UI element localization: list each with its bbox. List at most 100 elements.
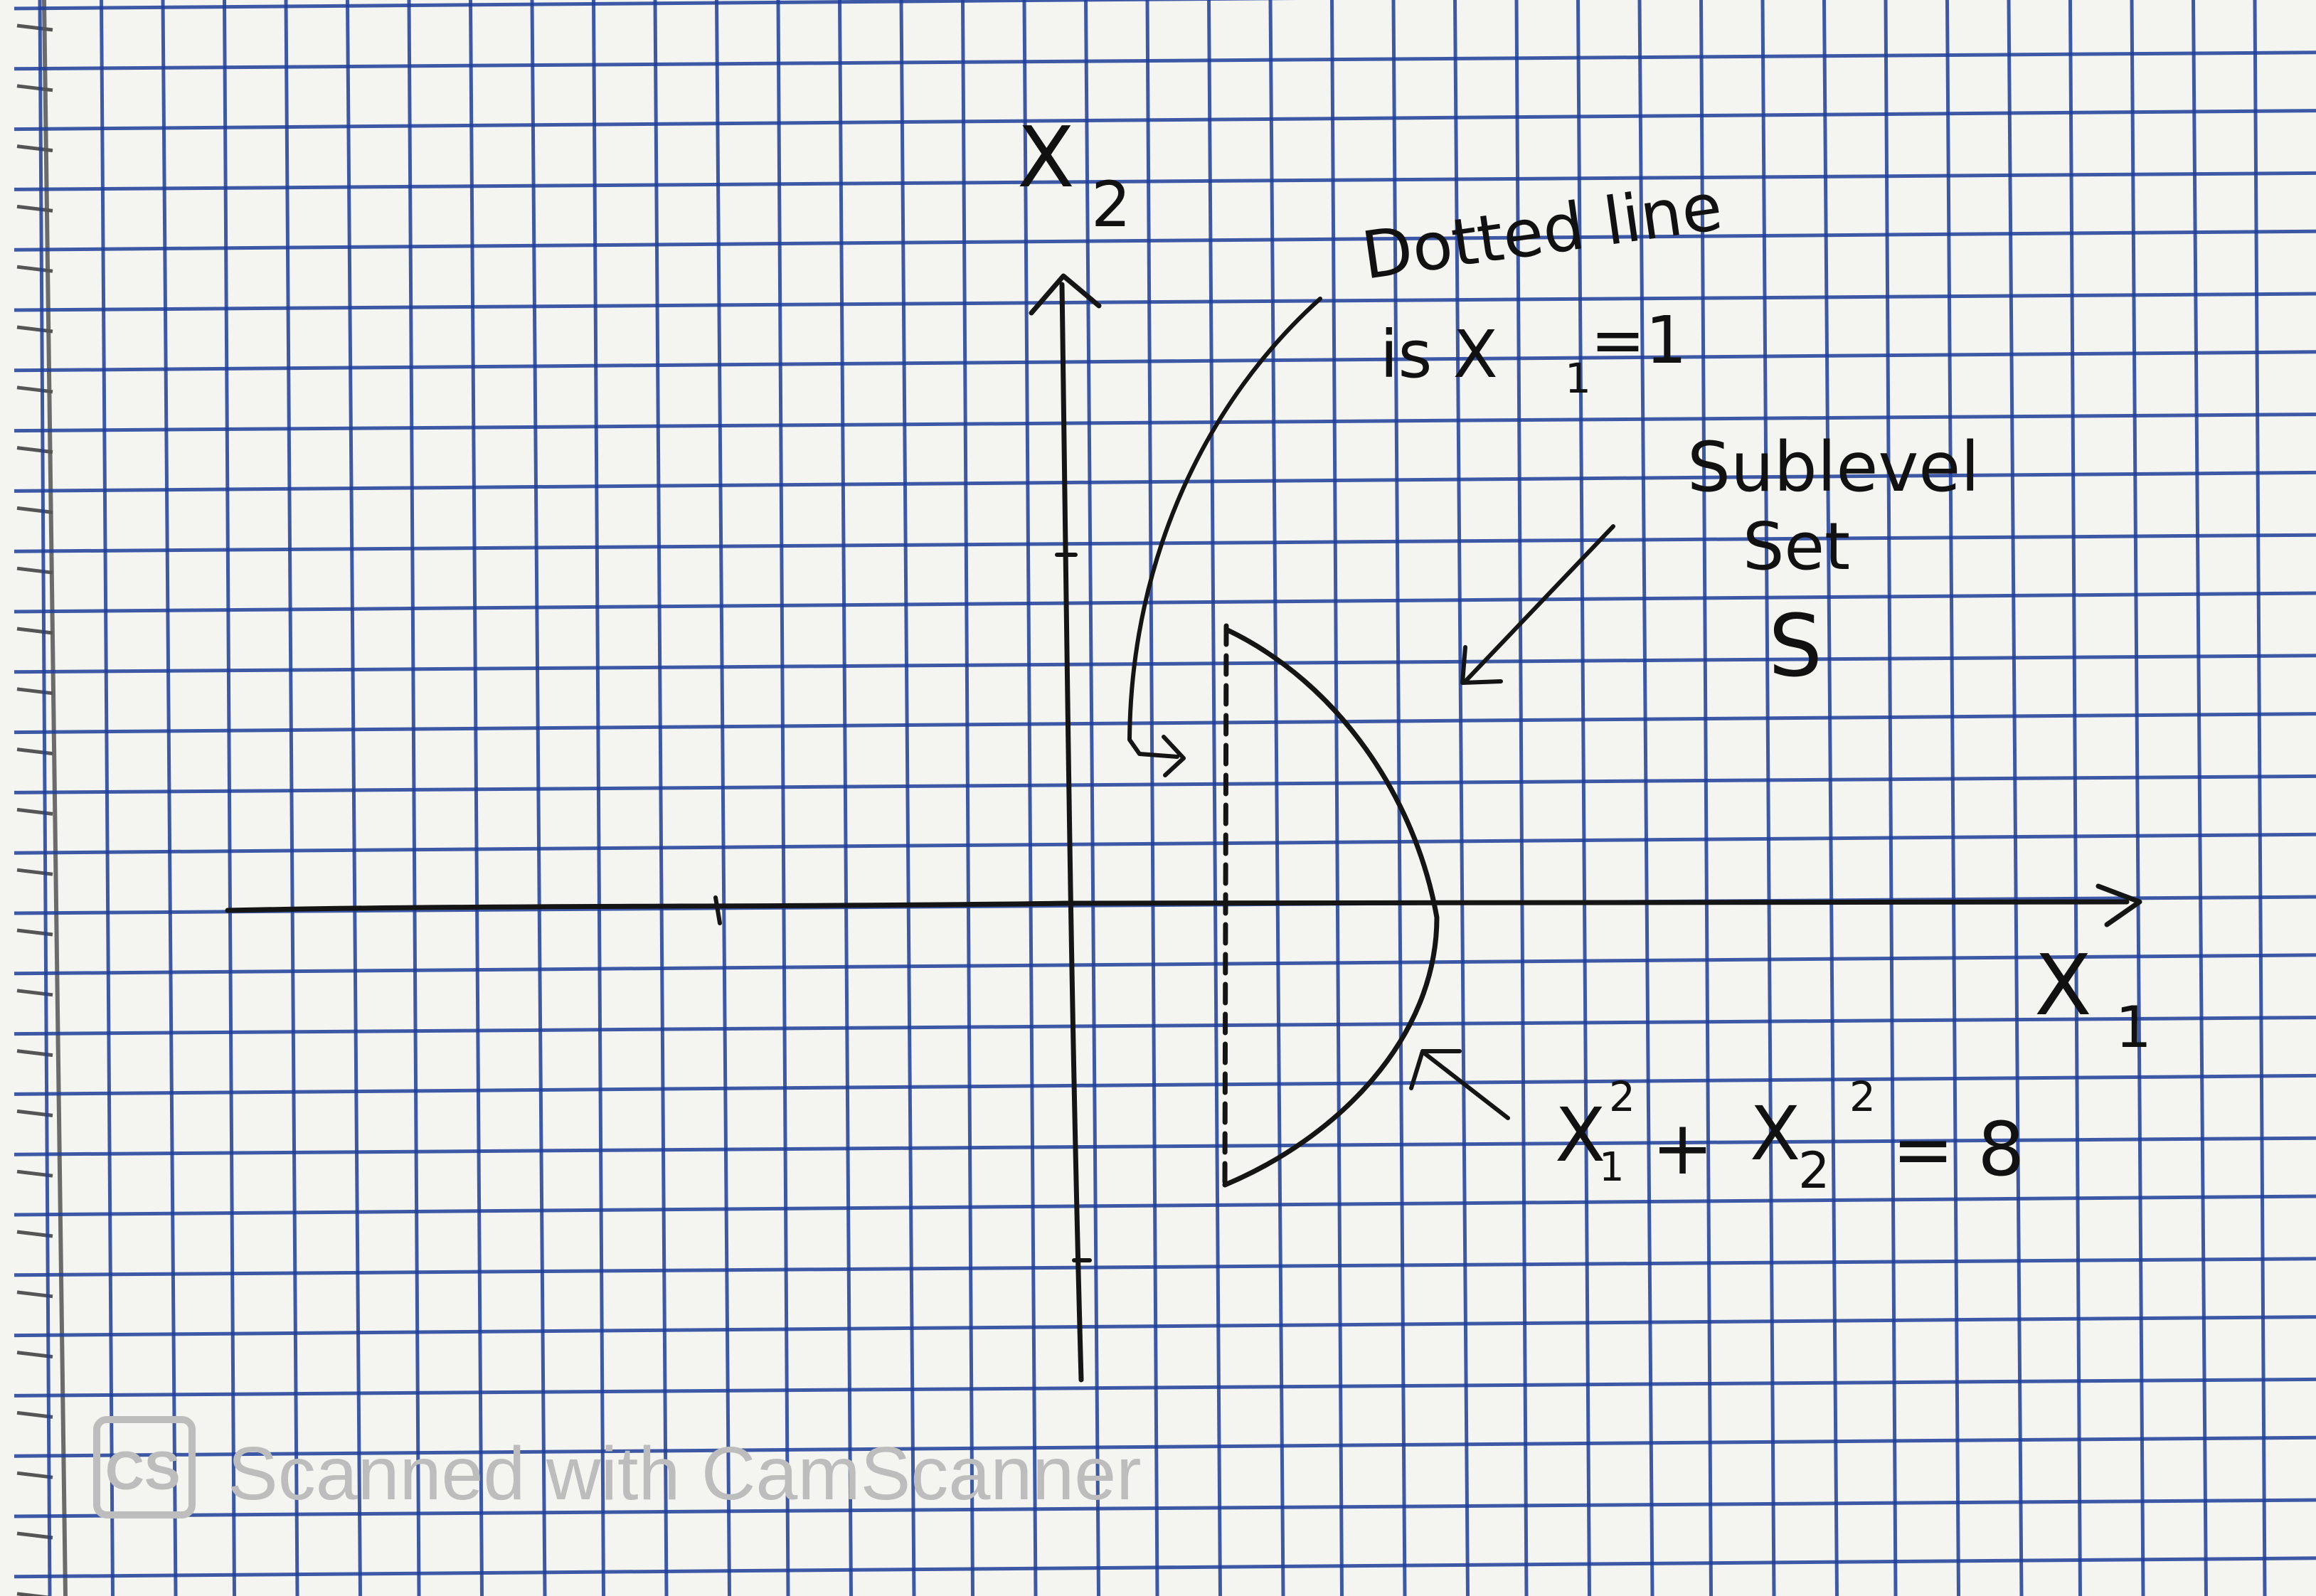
dotted-line-note-eq: =1 bbox=[1590, 302, 1687, 378]
annotation-arrows bbox=[1127, 297, 1615, 1120]
grid-vertical-line bbox=[100, 0, 115, 1596]
sublevel-label-line1: Sublevel bbox=[1687, 427, 1980, 507]
grid-horizontal-line bbox=[14, 350, 2316, 373]
binding-tick-mark bbox=[16, 1531, 53, 1540]
x1-tick-mark bbox=[713, 895, 722, 925]
camscanner-watermark-text: Scanned with CamScanner bbox=[228, 1432, 1141, 1516]
dotted-line-note-line2: is X bbox=[1380, 316, 1498, 393]
grid-vertical-line bbox=[1576, 0, 1591, 1596]
circle-arc-boundary bbox=[1222, 627, 1440, 1188]
dotted-line-pointer-arrowhead bbox=[1162, 735, 1186, 777]
grid-vertical-line bbox=[38, 0, 52, 1596]
grid-horizontal-line bbox=[14, 470, 2316, 493]
dotted-line-note-sub: 1 bbox=[1565, 354, 1591, 403]
grid-vertical-line bbox=[1084, 0, 1100, 1596]
grid-horizontal-line bbox=[14, 0, 1298, 11]
sublevel-label-line3: S bbox=[1768, 597, 1822, 696]
x2-axis-label: X bbox=[1017, 108, 1075, 206]
grid-vertical-line bbox=[2253, 0, 2267, 1596]
binding-tick-mark bbox=[16, 84, 53, 92]
x1-axis-arrowhead bbox=[2095, 883, 2142, 927]
axes bbox=[225, 273, 2142, 1383]
grid-vertical-line bbox=[2192, 0, 2208, 1596]
grid-vertical-line bbox=[223, 0, 236, 1596]
grid-horizontal-line bbox=[14, 1073, 2316, 1096]
grid-vertical-line bbox=[161, 0, 178, 1596]
grid-horizontal-line bbox=[14, 774, 2316, 794]
grid-horizontal-line bbox=[14, 591, 2316, 614]
grid-vertical-line bbox=[407, 0, 421, 1596]
grid-horizontal-line bbox=[14, 171, 2316, 191]
grid-vertical-line bbox=[899, 0, 916, 1596]
equation-x2: X bbox=[1750, 1090, 1800, 1177]
grid-vertical-line bbox=[2007, 0, 2024, 1596]
grid-horizontal-line bbox=[14, 1016, 2316, 1036]
dotted-line-pointer-arrow bbox=[1127, 297, 1322, 759]
grid-vertical-line bbox=[1822, 0, 1839, 1596]
binding-tick-mark bbox=[16, 627, 53, 635]
grid-vertical-line bbox=[1514, 0, 1529, 1596]
x2-axis-line bbox=[1059, 282, 1084, 1383]
binding-tick-mark bbox=[16, 325, 53, 334]
binding-tick-mark bbox=[16, 807, 53, 816]
x1-axis-label: X bbox=[2034, 936, 2092, 1034]
equation-x1-subscript: 1 bbox=[1599, 1144, 1625, 1191]
binding-tick-mark bbox=[16, 1471, 53, 1479]
equation-x1-superscript: 2 bbox=[1609, 1073, 1635, 1121]
sublevel-pointer-arrow bbox=[1463, 524, 1615, 683]
grid-vertical-line bbox=[1945, 0, 1960, 1596]
grid-vertical-line bbox=[1637, 0, 1654, 1596]
grid-horizontal-line bbox=[14, 712, 2316, 735]
grid-vertical-line bbox=[1207, 0, 1222, 1596]
grid-vertical-line bbox=[1699, 0, 1713, 1596]
binding-tick-mark bbox=[16, 506, 53, 514]
binding-tick-mark bbox=[16, 748, 53, 756]
grid-horizontal-line bbox=[14, 1315, 2316, 1338]
grid-vertical-line bbox=[1145, 0, 1159, 1596]
sublevel-pointer-arrowhead bbox=[1460, 645, 1503, 685]
equation-x2-superscript: 2 bbox=[1849, 1073, 1876, 1121]
circle-pointer-arrowhead bbox=[1409, 1049, 1462, 1090]
grid-horizontal-line bbox=[14, 1498, 2316, 1518]
grid-lines bbox=[14, 0, 2316, 1596]
grid-horizontal-line bbox=[14, 1257, 2316, 1277]
grid-vertical-line bbox=[1330, 0, 1344, 1596]
grid-vertical-line bbox=[961, 0, 974, 1596]
grid-horizontal-line bbox=[14, 1194, 2316, 1217]
grid-vertical-line bbox=[284, 0, 299, 1596]
equation-x2-subscript: 2 bbox=[1798, 1142, 1830, 1200]
grid-horizontal-line bbox=[14, 533, 2316, 553]
grid-horizontal-line bbox=[14, 229, 2316, 252]
binding-tick-mark bbox=[16, 144, 53, 153]
grid-horizontal-line bbox=[14, 109, 2316, 132]
binding-tick-mark bbox=[16, 446, 53, 454]
grid-vertical-line bbox=[346, 0, 362, 1596]
grid-horizontal-line bbox=[14, 1377, 2316, 1398]
grid-vertical-line bbox=[2068, 0, 2082, 1596]
grid-vertical-line bbox=[1022, 0, 1038, 1596]
grid-horizontal-line bbox=[14, 1556, 2316, 1579]
grid-vertical-line bbox=[1760, 0, 1776, 1596]
equation-rhs: = 8 bbox=[1892, 1106, 2024, 1193]
sublevel-set-region bbox=[1222, 623, 1440, 1188]
grid-vertical-line bbox=[1884, 0, 1898, 1596]
x2-axis-subscript: 2 bbox=[1091, 168, 1131, 241]
equation-plus: + bbox=[1652, 1105, 1714, 1191]
x1-axis-subscript: 1 bbox=[2115, 994, 2152, 1060]
paper-edge-line bbox=[42, 0, 68, 1596]
grid-horizontal-line bbox=[14, 413, 2316, 433]
camscanner-watermark: CS Scanned with CamScanner bbox=[93, 1416, 1141, 1518]
binding-tick-mark bbox=[16, 1410, 53, 1419]
binding-tick-mark bbox=[16, 265, 53, 273]
grid-vertical-line bbox=[1391, 0, 1407, 1596]
grid-horizontal-line bbox=[14, 50, 2316, 71]
grid-horizontal-line bbox=[14, 1435, 2316, 1458]
binding-tick-mark bbox=[16, 23, 53, 32]
circle-pointer-arrow bbox=[1423, 1052, 1510, 1120]
grid-horizontal-line bbox=[14, 832, 2316, 855]
x1-axis-line bbox=[225, 899, 2130, 913]
grid-horizontal-line bbox=[14, 292, 2316, 312]
equation-x1: X bbox=[1555, 1092, 1605, 1179]
